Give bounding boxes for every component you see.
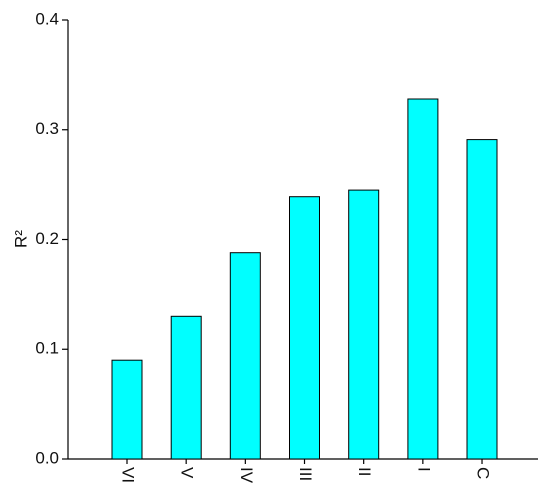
y-tick-label: 0.4 (35, 9, 59, 28)
bar-vi (111, 359, 143, 460)
x-tick-label: C (474, 467, 493, 479)
x-tick-label: VI (119, 467, 138, 483)
bar-c (466, 139, 498, 460)
bar-ii (348, 189, 380, 460)
x-axis: VI V IV III II I C (68, 458, 538, 484)
x-tick-label: I (414, 467, 433, 472)
x-tick-label: II (355, 467, 374, 476)
bar-iv (229, 252, 261, 460)
bars (111, 98, 498, 460)
y-tick-label: 0.3 (35, 119, 59, 138)
x-tick-label: IV (237, 467, 256, 484)
bar-v (170, 315, 202, 460)
bar-iii (289, 196, 320, 460)
x-tick-label: III (296, 467, 315, 481)
y-tick-label: 0.2 (35, 229, 59, 248)
x-ticks: VI V IV III II I C (119, 459, 493, 484)
y-tick-label: 0.1 (35, 339, 59, 358)
y-tick-label: 0.0 (35, 448, 59, 467)
y-ticks: 0.0 0.1 0.2 0.3 0.4 (35, 9, 68, 467)
x-tick-label: V (178, 467, 197, 479)
y-axis: 0.0 0.1 0.2 0.3 0.4 (35, 9, 69, 467)
y-axis-title: R² (11, 230, 30, 248)
bar-i (407, 98, 439, 460)
